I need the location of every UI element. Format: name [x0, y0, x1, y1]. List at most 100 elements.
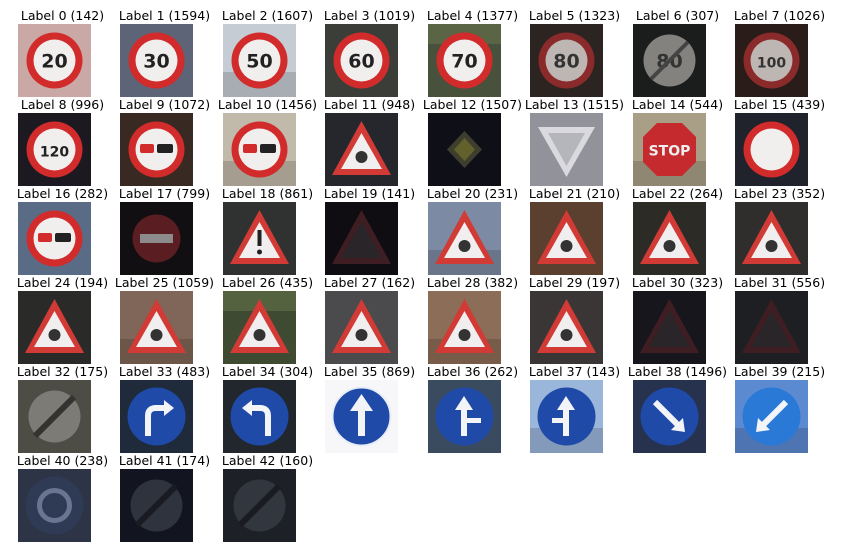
sign-label-title: Label 35 (869)	[323, 364, 416, 379]
sign-thumbnail: 60	[325, 24, 398, 97]
sign-label-title: Label 27 (162)	[323, 275, 416, 290]
sign-label-title: Label 16 (282)	[16, 186, 109, 201]
sign-cell: Label 29 (197)	[523, 275, 626, 365]
sign-thumbnail	[633, 291, 706, 364]
sign-cell: Label 22 (264)	[626, 186, 729, 276]
sign-thumbnail	[120, 380, 193, 453]
sign-cell: Label 15 (439)	[728, 97, 831, 187]
sign-thumbnail: 120	[18, 113, 91, 186]
sign-thumbnail	[325, 380, 398, 453]
sign-cell: Label 31 (556)	[728, 275, 831, 365]
sign-label-title: Label 4 (1377)	[426, 8, 519, 23]
sign-thumbnail	[223, 469, 296, 542]
sign-cell: Label 27 (162)	[318, 275, 421, 365]
sign-cell: Label 19 (141)	[318, 186, 421, 276]
sign-thumbnail	[428, 113, 501, 186]
sign-cell: Label 6 (307)80	[626, 8, 729, 98]
sign-cell: Label 4 (1377) 70	[421, 8, 524, 98]
sign-label-title: Label 6 (307)	[635, 8, 720, 23]
sign-label-title: Label 19 (141)	[323, 186, 416, 201]
sign-cell: Label 32 (175)	[11, 364, 114, 454]
sign-cell: Label 37 (143)	[523, 364, 626, 454]
sign-cell: Label 26 (435)	[216, 275, 319, 365]
sign-cell: Label 12 (1507)	[421, 97, 524, 187]
sign-label-title: Label 8 (996)	[20, 97, 105, 112]
sign-label-title: Label 36 (262)	[426, 364, 519, 379]
sign-label-title: Label 30 (323)	[631, 275, 724, 290]
sign-label-title: Label 14 (544)	[631, 97, 724, 112]
sign-label-title: Label 21 (210)	[528, 186, 621, 201]
sign-thumbnail	[735, 291, 808, 364]
sign-label-title: Label 17 (799)	[118, 186, 211, 201]
sign-label-title: Label 7 (1026)	[733, 8, 826, 23]
sign-cell: Label 38 (1496)	[626, 364, 729, 454]
sign-cell: Label 14 (544) STOP	[626, 97, 729, 187]
sign-cell: Label 36 (262)	[421, 364, 524, 454]
sign-cell: Label 41 (174)	[113, 453, 216, 543]
sign-thumbnail	[428, 291, 501, 364]
sign-cell: Label 0 (142) 20	[11, 8, 114, 98]
sign-thumbnail	[223, 380, 296, 453]
svg-text:120: 120	[40, 145, 69, 161]
sign-thumbnail: STOP	[633, 113, 706, 186]
sign-label-title: Label 32 (175)	[16, 364, 109, 379]
sign-thumbnail	[223, 202, 296, 275]
sign-label-title: Label 5 (1323)	[528, 8, 621, 23]
sign-label-title: Label 0 (142)	[20, 8, 105, 23]
sign-thumbnail	[223, 291, 296, 364]
sign-thumbnail: 100	[735, 24, 808, 97]
sign-thumbnail	[18, 469, 91, 542]
sign-thumbnail	[735, 202, 808, 275]
sign-label-title: Label 41 (174)	[118, 453, 211, 468]
sign-label-title: Label 34 (304)	[221, 364, 314, 379]
sign-cell: Label 8 (996) 120	[11, 97, 114, 187]
sign-thumbnail	[120, 202, 193, 275]
sign-thumbnail	[530, 380, 603, 453]
sign-cell: Label 39 (215)	[728, 364, 831, 454]
sign-label-title: Label 40 (238)	[16, 453, 109, 468]
sign-thumbnail	[120, 291, 193, 364]
sign-cell: Label 18 (861)	[216, 186, 319, 276]
sign-thumbnail	[120, 469, 193, 542]
sign-label-title: Label 18 (861)	[221, 186, 314, 201]
sign-thumbnail	[325, 291, 398, 364]
svg-text:30: 30	[143, 51, 169, 73]
sign-thumbnail	[325, 113, 398, 186]
sign-cell: Label 30 (323)	[626, 275, 729, 365]
sign-cell: Label 16 (282)	[11, 186, 114, 276]
sign-thumbnail	[18, 380, 91, 453]
sign-label-title: Label 28 (382)	[426, 275, 519, 290]
sign-thumbnail	[223, 113, 296, 186]
svg-text:100: 100	[757, 56, 786, 72]
sign-thumbnail: 80	[530, 24, 603, 97]
sign-thumbnail	[633, 202, 706, 275]
sign-cell: Label 10 (1456)	[216, 97, 319, 187]
sign-label-title: Label 2 (1607)	[221, 8, 314, 23]
sign-cell: Label 11 (948)	[318, 97, 421, 187]
sign-cell: Label 20 (231)	[421, 186, 524, 276]
sign-thumbnail	[325, 202, 398, 275]
sign-thumbnail	[18, 202, 91, 275]
sign-cell: Label 25 (1059)	[113, 275, 216, 365]
sign-label-title: Label 25 (1059)	[114, 275, 215, 290]
sign-thumbnail	[120, 113, 193, 186]
sign-cell: Label 40 (238)	[11, 453, 114, 543]
sign-label-title: Label 1 (1594)	[118, 8, 211, 23]
svg-text:20: 20	[41, 51, 67, 73]
sign-cell: Label 24 (194)	[11, 275, 114, 365]
sign-label-title: Label 23 (352)	[733, 186, 826, 201]
sign-cell: Label 23 (352)	[728, 186, 831, 276]
sign-thumbnail: 20	[18, 24, 91, 97]
sign-cell: Label 17 (799)	[113, 186, 216, 276]
sign-thumbnail: 70	[428, 24, 501, 97]
sign-label-title: Label 11 (948)	[323, 97, 416, 112]
sign-label-title: Label 10 (1456)	[217, 97, 318, 112]
sign-cell: Label 1 (1594) 30	[113, 8, 216, 98]
svg-text:60: 60	[348, 51, 374, 73]
sign-label-title: Label 42 (160)	[221, 453, 314, 468]
sign-label-title: Label 3 (1019)	[323, 8, 416, 23]
sign-label-title: Label 29 (197)	[528, 275, 621, 290]
svg-text:50: 50	[246, 51, 272, 73]
sign-cell: Label 13 (1515)	[523, 97, 626, 187]
